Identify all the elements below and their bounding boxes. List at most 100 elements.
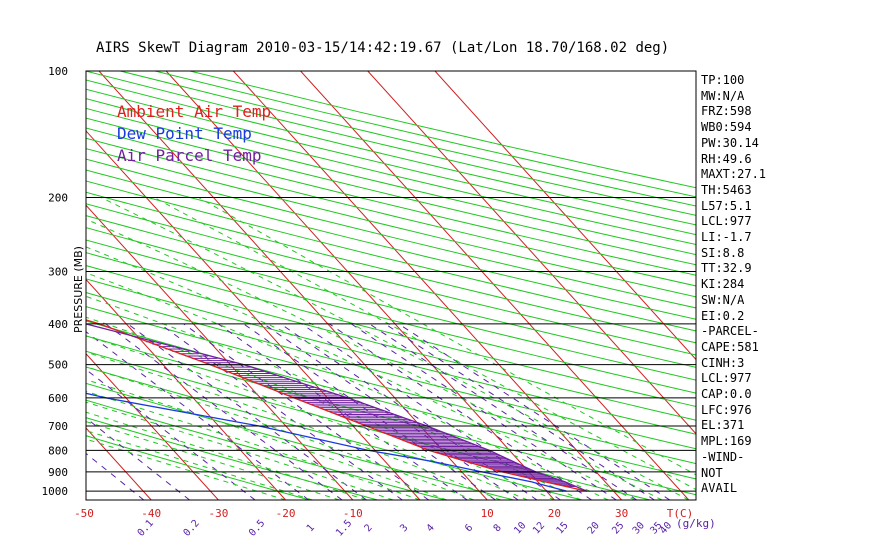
temp-unit-label: T(C) <box>667 507 694 520</box>
mixing-ratio-line <box>159 323 403 500</box>
mixing-ratio-line <box>86 368 256 500</box>
isotherm-line <box>434 71 696 361</box>
mixing-ratio-label: 12 <box>531 520 547 536</box>
dry-adiabat-line <box>86 137 696 287</box>
index-item: EL:371 <box>701 418 745 433</box>
dry-adiabat-line <box>86 215 696 368</box>
mixing-ratio-line <box>329 323 592 500</box>
mixing-ratio-label: 0.2 <box>182 518 202 539</box>
pressure-tick-label: 800 <box>48 444 68 457</box>
moist-adiabat-line <box>86 438 286 500</box>
dry-adiabat-line <box>86 292 696 450</box>
bottom-temp-tick-label: 10 <box>481 507 494 520</box>
moist-adiabat-line <box>198 197 696 476</box>
index-item: MAXT:27.1 <box>701 167 767 182</box>
isotherm-line <box>86 278 286 500</box>
mixing-ratio-label: 30 <box>631 520 647 536</box>
grid-layer <box>0 71 696 500</box>
dry-adiabat-line <box>86 252 696 407</box>
moist-adiabat-line <box>153 197 696 491</box>
isotherm-line <box>0 71 17 500</box>
moist-adiabat-line <box>86 390 421 500</box>
index-item: TP:100 <box>701 73 745 87</box>
mixing-ratio-label: 2 <box>363 522 375 534</box>
bottom-temp-tick-label: -40 <box>141 507 161 520</box>
mixing-ratio-line <box>351 323 617 500</box>
index-item: LCL:977 <box>701 214 752 229</box>
index-item: FRZ:598 <box>701 104 752 119</box>
y-axis-label: PRESSURE (MB) <box>72 246 85 333</box>
index-item: AVAIL <box>701 481 738 496</box>
pressure-tick-label: 600 <box>48 392 68 405</box>
pressure-tick-label: 100 <box>48 65 68 78</box>
mixing-ratio-label: 15 <box>555 520 571 536</box>
isotherm-line <box>367 71 696 435</box>
index-item: EI:0.2 <box>701 308 745 323</box>
mixing-ratio-line <box>86 417 190 500</box>
mixing-ratio-label: 1 <box>305 522 317 534</box>
moist-adiabat-line <box>86 366 474 500</box>
dry-adiabat-line <box>86 382 515 500</box>
mixing-ratio-label: 0.5 <box>247 518 267 539</box>
index-item: MW:N/A <box>701 88 745 103</box>
pressure-tick-label: 500 <box>48 359 68 372</box>
dry-adiabat-line <box>86 158 696 309</box>
index-item: NOT <box>701 465 723 480</box>
dry-adiabat-line <box>86 366 583 500</box>
dry-adiabat-line <box>86 350 651 500</box>
index-item: -PARCEL- <box>701 324 759 339</box>
mixing-ratio-line <box>105 323 343 500</box>
legend-entry: Air Parcel Temp <box>117 146 262 165</box>
mixing-ratio-line <box>86 331 310 500</box>
mixing-ratio-label: 3 <box>398 522 410 534</box>
dry-adiabat-line <box>86 306 696 465</box>
index-item: CINH:3 <box>701 355 745 370</box>
mixing-ratio-label: 0.1 <box>136 518 156 539</box>
bottom-temp-tick-label: -10 <box>343 507 363 520</box>
bottom-temp-tick-label: -20 <box>276 507 296 520</box>
dry-adiabat-line <box>86 117 696 266</box>
isotherm-line <box>232 71 622 500</box>
mixing-ratio-line <box>243 323 496 500</box>
mixing-ratio-label: 10 <box>512 520 528 536</box>
plot-frame <box>85 70 697 501</box>
mixing-ratio-line <box>127 323 367 500</box>
index-item: WB0:594 <box>701 120 752 135</box>
index-item: CAP:0.0 <box>701 387 752 401</box>
isotherm-line <box>86 352 219 500</box>
isotherm-line <box>300 71 690 500</box>
mixing-ratio-line <box>86 452 145 500</box>
dew-point-temp-line <box>86 392 567 492</box>
index-item: CAPE:581 <box>701 339 759 354</box>
dry-adiabat-line <box>86 180 696 332</box>
mixing-ratio-line <box>280 323 538 500</box>
dry-adiabat-line <box>154 71 696 198</box>
moist-adiabat-line <box>100 197 690 500</box>
mixing-ratio-line <box>398 323 671 500</box>
dry-adiabat-line <box>86 191 696 344</box>
legend-entry: Dew Point Temp <box>117 124 252 143</box>
mixing-ratio-label: 1.5 <box>334 518 354 539</box>
dry-adiabat-line <box>86 265 696 421</box>
pressure-tick-label: 700 <box>48 420 68 433</box>
pressure-tick-label: 900 <box>48 466 68 479</box>
mixing-ratio-label: 20 <box>586 520 602 536</box>
legend-entry: Ambient Air Temp <box>117 102 271 121</box>
index-item: L57:5.1 <box>701 198 752 213</box>
pressure-tick-label: 300 <box>48 265 68 278</box>
legend: Ambient Air Temp Dew Point Temp Air Parcel… <box>117 102 271 165</box>
mixing-ratio-label: 40 <box>658 520 674 536</box>
mixing-ratio-label: 6 <box>463 522 475 534</box>
dry-adiabat-line <box>86 435 310 500</box>
index-item: KI:284 <box>701 277 745 292</box>
bottom-temp-tick-label: -50 <box>74 507 94 520</box>
dry-adiabat-line <box>86 335 696 496</box>
dry-adiabat-line <box>86 98 696 246</box>
series-layer <box>86 319 587 492</box>
pressure-tick-label: 400 <box>48 318 68 331</box>
frame-layer <box>85 70 697 501</box>
moist-adiabat-line <box>86 430 313 500</box>
isotherm-line <box>86 130 421 500</box>
mixing-ratio-line <box>369 323 638 500</box>
